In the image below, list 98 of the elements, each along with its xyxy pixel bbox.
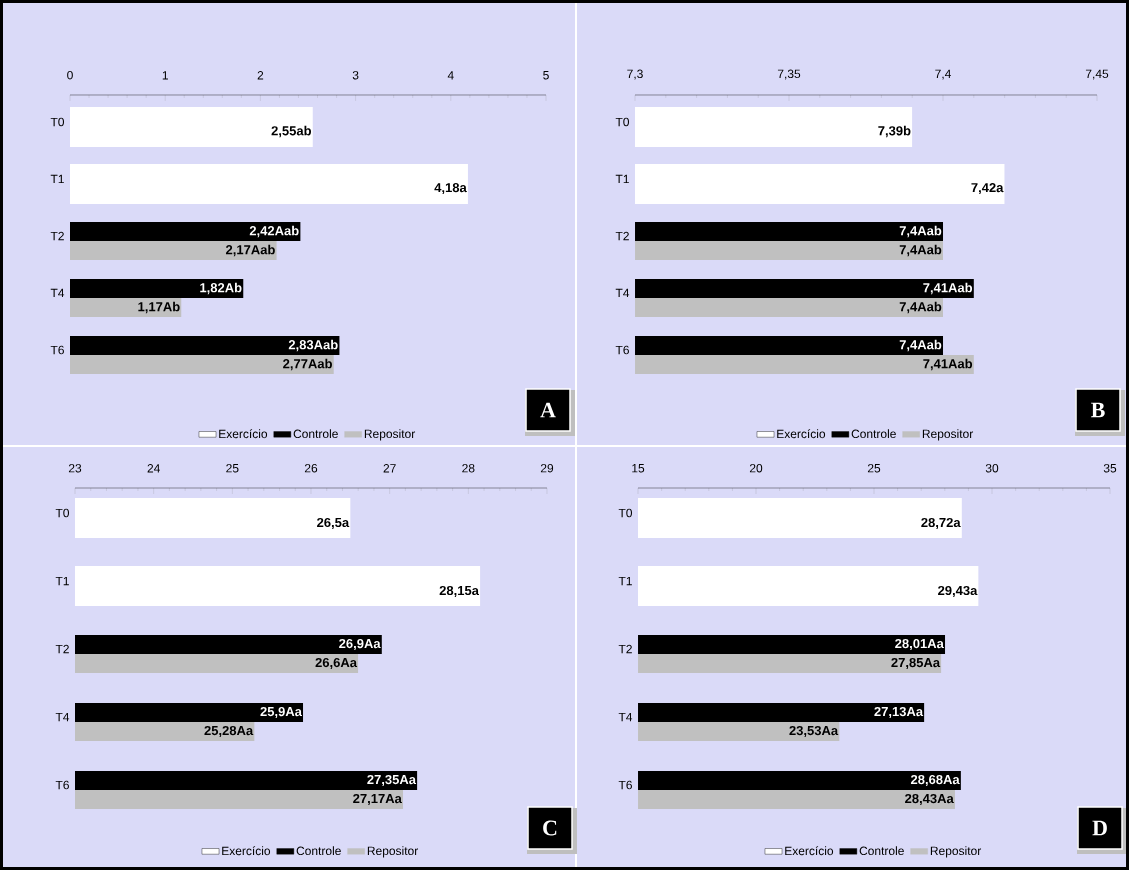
data-label: 26,5a	[317, 517, 350, 529]
y-tick-label: T2	[618, 644, 632, 654]
data-label: 1,82Ab	[200, 282, 242, 295]
x-tick-label: 7,4	[935, 69, 951, 80]
y-tick-label: T0	[55, 508, 70, 518]
legend-label: Exercício	[219, 429, 268, 439]
x-tick-label: 5	[543, 71, 549, 80]
data-label: 2,17Aab	[225, 244, 275, 257]
bar	[70, 222, 301, 241]
y-tick-label: T1	[615, 174, 629, 184]
data-label: 2,83Aab	[288, 339, 338, 352]
y-tick-label: T1	[618, 576, 632, 586]
data-label: 27,13Aa	[874, 706, 924, 719]
x-tick-label: 29	[540, 463, 554, 473]
x-tick-label: 30	[985, 463, 999, 473]
y-tick-label: T2	[615, 231, 629, 241]
data-label: 7,41Aab	[923, 282, 973, 295]
bar	[70, 164, 468, 204]
legend-label: Exercício	[785, 846, 834, 856]
text: C	[543, 820, 557, 836]
data-label: 2,42Aab	[249, 225, 299, 238]
text: A	[540, 402, 556, 418]
data-label: 27,35Aa	[367, 774, 417, 787]
y-tick-label: T6	[618, 780, 632, 790]
y-tick-label: T0	[618, 508, 633, 518]
data-label: 23,53Aa	[789, 725, 839, 738]
bar	[70, 279, 244, 298]
text: D	[1092, 820, 1107, 836]
data-label: 28,43Aa	[905, 793, 954, 806]
data-label: 7,41Aab	[923, 358, 973, 371]
x-tick-label: 20	[749, 463, 763, 473]
legend-label: Exercício	[777, 429, 826, 439]
data-label: 7,4Aab	[899, 339, 942, 352]
data-label: 7,39b	[878, 125, 911, 138]
legend-label: Controle	[296, 846, 341, 856]
legend-label: Repositor	[364, 429, 416, 441]
data-label: 7,4Aab	[899, 225, 942, 238]
data-label: 27,17Aa	[353, 793, 402, 806]
y-tick-label: T6	[50, 345, 64, 355]
x-tick-label: 0	[67, 70, 73, 80]
bar	[70, 241, 277, 260]
x-tick-label: 1	[162, 71, 168, 80]
y-tick-label: T6	[55, 780, 69, 790]
y-tick-label: T1	[50, 174, 64, 184]
x-tick-label: 35	[1103, 463, 1117, 473]
data-label: 28,72a	[921, 517, 961, 529]
x-tick-label: 25	[867, 463, 881, 473]
data-label: 29,43a	[938, 585, 978, 597]
data-label: 7,4Aab	[899, 301, 942, 314]
data-label: 7,42a	[971, 183, 1004, 195]
x-tick-label: 2	[257, 71, 264, 80]
x-tick-label: 28	[462, 463, 475, 473]
data-label: 25,28Aa	[204, 725, 254, 738]
x-tick-label: 23	[68, 463, 82, 473]
legend-label: Repositor	[367, 846, 419, 858]
data-label: 27,85Aa	[891, 657, 941, 670]
bar	[70, 336, 340, 355]
x-tick-label: 7,3	[627, 69, 643, 80]
x-tick-label: 26	[304, 463, 318, 473]
x-tick-label: 3	[352, 70, 359, 80]
legend-label: Exercício	[222, 846, 271, 856]
x-tick-label: 15	[632, 464, 645, 473]
data-label: 7,4Aab	[899, 244, 942, 257]
y-tick-label: T6	[615, 345, 629, 355]
legend-label: Repositor	[930, 846, 982, 858]
bar	[70, 355, 334, 374]
y-tick-label: T0	[50, 117, 65, 127]
data-label: 25,9Aa	[260, 706, 302, 719]
x-tick-label: 27	[383, 464, 396, 473]
data-label: 28,15a	[439, 585, 479, 597]
data-label: 2,55ab	[271, 125, 312, 138]
legend-label: Repositor	[922, 429, 974, 441]
x-tick-label: 7,45	[1085, 69, 1109, 80]
x-tick-label: 4	[447, 71, 454, 80]
y-tick-label: T0	[615, 117, 630, 127]
data-label: 28,01Aa	[895, 638, 944, 651]
data-label: 4,18a	[434, 183, 467, 195]
x-tick-label: 24	[147, 464, 160, 473]
y-tick-label: T4	[618, 712, 633, 722]
bar	[70, 106, 313, 147]
x-tick-label: 7,35	[777, 69, 801, 80]
y-tick-label: T1	[55, 576, 69, 586]
y-tick-label: T4	[50, 288, 65, 298]
data-label: 26,6Aa	[315, 657, 358, 670]
data-label: 1,17Ab	[138, 301, 180, 314]
data-label: 2,77Aab	[283, 358, 332, 371]
y-tick-label: T4	[55, 712, 70, 722]
legend-label: Controle	[859, 846, 904, 856]
text: B	[1091, 402, 1105, 418]
legend-label: Controle	[851, 429, 896, 439]
legend-label: Controle	[293, 429, 338, 439]
data-label: 26,9Aa	[339, 638, 381, 651]
y-tick-label: T2	[55, 644, 69, 654]
bar	[70, 298, 182, 317]
data-label: 28,68Aa	[910, 774, 960, 787]
y-tick-label: T2	[50, 231, 64, 241]
x-tick-label: 25	[226, 463, 239, 473]
y-tick-label: T4	[615, 288, 630, 298]
